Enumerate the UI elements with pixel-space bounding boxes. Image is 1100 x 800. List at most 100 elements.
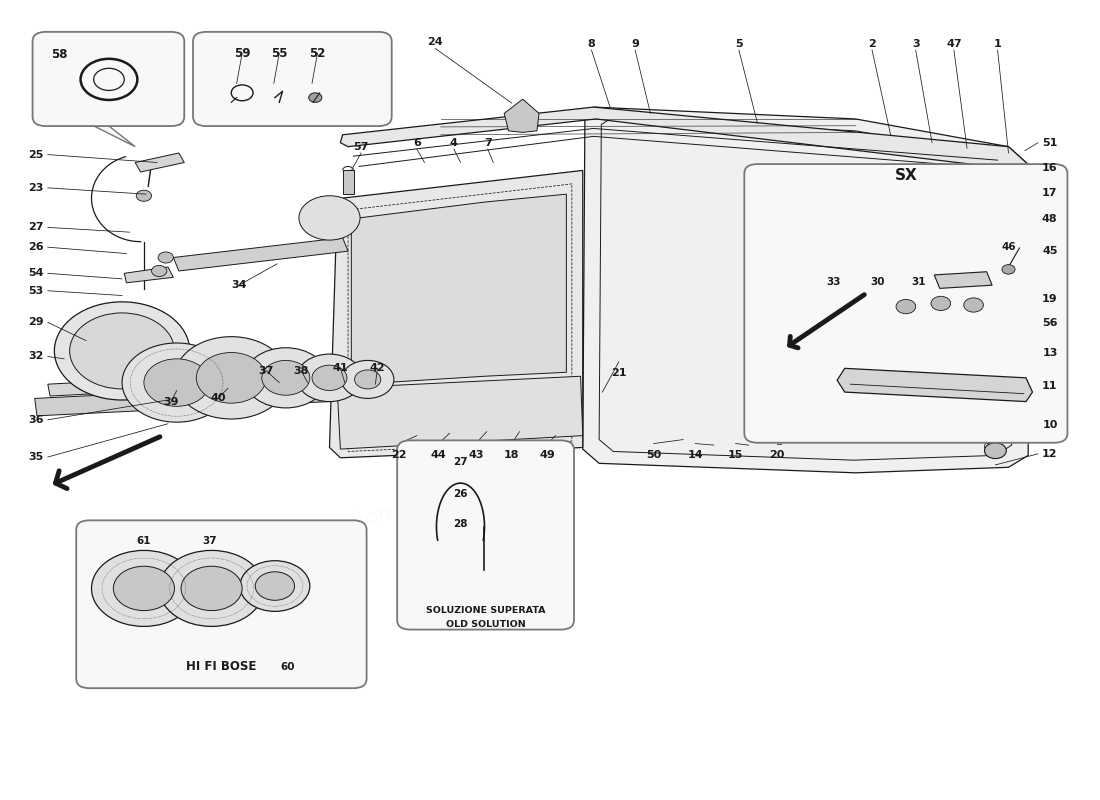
FancyBboxPatch shape [397, 440, 574, 630]
Circle shape [158, 252, 174, 263]
Text: 4: 4 [450, 138, 458, 148]
Circle shape [931, 296, 950, 310]
Text: 20: 20 [769, 450, 784, 460]
Text: 16: 16 [1042, 163, 1057, 173]
Circle shape [827, 247, 845, 260]
Circle shape [354, 370, 381, 389]
Polygon shape [934, 272, 992, 288]
Polygon shape [330, 170, 583, 458]
Circle shape [91, 550, 196, 626]
Circle shape [964, 298, 983, 312]
Circle shape [175, 337, 288, 419]
Text: 23: 23 [29, 183, 44, 193]
Text: 24: 24 [428, 37, 443, 47]
Polygon shape [342, 170, 353, 194]
Text: 52: 52 [309, 47, 326, 60]
Text: 40: 40 [210, 394, 225, 403]
Text: 53: 53 [29, 286, 43, 296]
Polygon shape [837, 368, 1033, 402]
Text: 56: 56 [1042, 318, 1057, 328]
Text: 47: 47 [946, 38, 961, 49]
Circle shape [341, 361, 394, 398]
Circle shape [152, 266, 167, 277]
Polygon shape [1003, 298, 1025, 306]
Polygon shape [583, 107, 1031, 473]
FancyBboxPatch shape [76, 520, 366, 688]
Text: 38: 38 [294, 366, 309, 376]
Circle shape [69, 313, 175, 389]
Text: 12: 12 [1042, 449, 1057, 459]
Text: 5: 5 [735, 38, 743, 49]
Text: 32: 32 [29, 351, 44, 362]
Circle shape [820, 266, 837, 278]
Text: 19: 19 [1042, 294, 1057, 304]
Circle shape [122, 343, 231, 422]
Circle shape [812, 298, 829, 311]
Text: 21: 21 [610, 368, 627, 378]
Text: 45: 45 [1042, 246, 1057, 256]
Text: 57: 57 [353, 142, 369, 152]
Circle shape [144, 359, 209, 406]
Text: 25: 25 [29, 150, 44, 159]
Text: 37: 37 [202, 536, 217, 546]
Circle shape [297, 354, 362, 402]
Text: 15: 15 [728, 450, 744, 460]
Text: 9: 9 [631, 38, 639, 49]
Circle shape [801, 322, 818, 335]
Text: 46: 46 [1001, 242, 1015, 251]
Text: 29: 29 [29, 318, 44, 327]
Text: 42: 42 [370, 363, 385, 374]
Circle shape [113, 566, 175, 610]
Text: 61: 61 [136, 536, 151, 546]
Circle shape [160, 550, 264, 626]
Circle shape [136, 190, 152, 202]
Text: 26: 26 [29, 242, 44, 252]
Polygon shape [351, 194, 566, 384]
Text: 8: 8 [587, 38, 595, 49]
Text: a passion for illustration: a passion for illustration [392, 377, 751, 518]
Text: 36: 36 [29, 414, 44, 425]
Text: 10: 10 [1043, 420, 1057, 430]
Circle shape [182, 566, 242, 610]
Text: 54: 54 [29, 268, 44, 278]
Text: 26: 26 [453, 489, 468, 498]
Circle shape [54, 302, 189, 400]
Text: 35: 35 [29, 452, 43, 462]
Circle shape [240, 561, 310, 611]
Text: 30: 30 [870, 278, 884, 287]
Text: 3: 3 [912, 38, 920, 49]
Text: 13: 13 [1043, 347, 1057, 358]
Circle shape [299, 196, 360, 240]
Text: 22: 22 [392, 450, 407, 460]
Text: 58: 58 [51, 48, 67, 61]
Text: D: D [681, 233, 900, 489]
Text: a passion for illustration: a passion for illustration [288, 452, 550, 554]
Text: OLD SOLUTION: OLD SOLUTION [446, 620, 526, 629]
FancyBboxPatch shape [33, 32, 185, 126]
Text: 11: 11 [1042, 381, 1057, 390]
Text: 49: 49 [540, 450, 556, 460]
FancyBboxPatch shape [745, 164, 1067, 442]
Text: 17: 17 [1042, 187, 1057, 198]
Circle shape [896, 299, 915, 314]
Text: 33: 33 [826, 278, 842, 287]
Text: 41: 41 [332, 363, 349, 374]
Text: 48: 48 [1042, 214, 1057, 225]
Text: 6: 6 [412, 138, 421, 148]
Text: SX: SX [894, 168, 917, 183]
Text: 27: 27 [453, 457, 468, 467]
Polygon shape [504, 99, 539, 133]
Text: 27: 27 [29, 222, 44, 233]
Polygon shape [35, 384, 330, 416]
Text: 43: 43 [468, 450, 484, 460]
Text: 18: 18 [504, 450, 519, 460]
Circle shape [196, 353, 266, 403]
Circle shape [309, 93, 322, 102]
Circle shape [984, 442, 1006, 458]
Text: 55: 55 [271, 47, 287, 60]
FancyBboxPatch shape [192, 32, 392, 126]
Text: 31: 31 [912, 278, 926, 287]
Text: 50: 50 [646, 450, 661, 460]
Text: 1: 1 [993, 38, 1001, 49]
Polygon shape [801, 275, 850, 291]
